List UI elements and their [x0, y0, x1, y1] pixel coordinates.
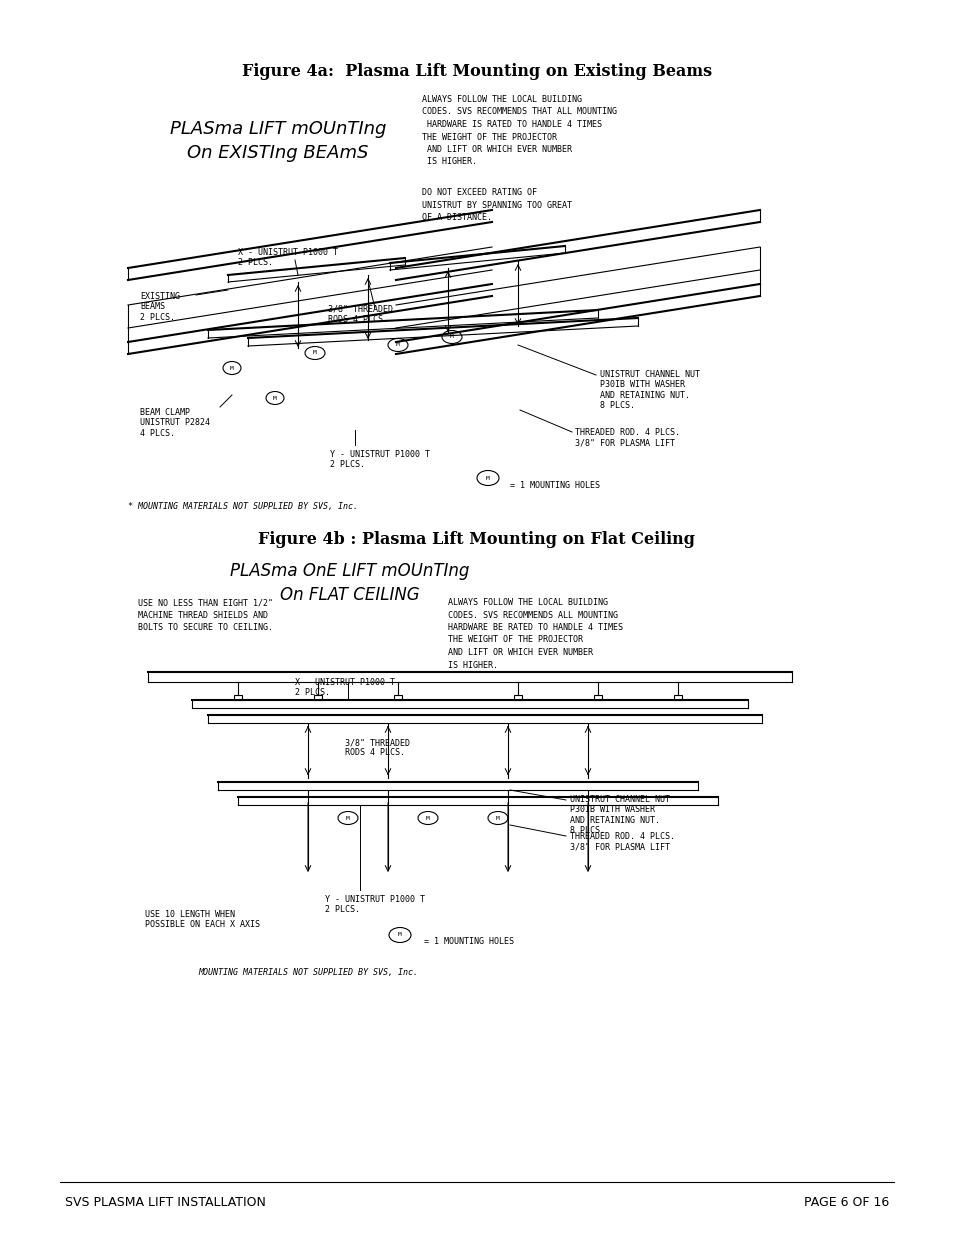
- Bar: [233, 695, 242, 700]
- Text: 3/8" THREADED
RODS 4 PLCS.: 3/8" THREADED RODS 4 PLCS.: [328, 305, 393, 325]
- Text: M: M: [450, 335, 454, 340]
- Ellipse shape: [337, 811, 357, 825]
- Text: USE 10 LENGTH WHEN
POSSIBLE ON EACH X AXIS: USE 10 LENGTH WHEN POSSIBLE ON EACH X AX…: [145, 910, 260, 930]
- Text: UNISTRUT CHANNEL NUT
P30IB WITH WASHER
AND RETAINING NUT.
8 PLCS.: UNISTRUT CHANNEL NUT P30IB WITH WASHER A…: [599, 370, 700, 410]
- Text: M: M: [230, 366, 233, 370]
- Text: Y - UNISTRUT P1000 T
2 PLCS.: Y - UNISTRUT P1000 T 2 PLCS.: [330, 450, 430, 469]
- Text: USE NO LESS THAN EIGHT 1/2"
MACHINE THREAD SHIELDS AND
BOLTS TO SECURE TO CEILIN: USE NO LESS THAN EIGHT 1/2" MACHINE THRE…: [138, 598, 273, 632]
- Text: M: M: [273, 395, 276, 400]
- Bar: [314, 695, 322, 700]
- Text: M: M: [395, 342, 399, 347]
- Text: Y - UNISTRUT P1000 T
2 PLCS.: Y - UNISTRUT P1000 T 2 PLCS.: [325, 895, 424, 914]
- Text: PLASma LIFT mOUnTIng
On EXISTIng BEAmS: PLASma LIFT mOUnTIng On EXISTIng BEAmS: [170, 120, 386, 162]
- Text: X - UNISTRUT P1000 T
2 PLCS.: X - UNISTRUT P1000 T 2 PLCS.: [237, 248, 337, 268]
- Text: SVS PLASMA LIFT INSTALLATION: SVS PLASMA LIFT INSTALLATION: [65, 1195, 266, 1209]
- Ellipse shape: [305, 347, 325, 359]
- Ellipse shape: [389, 927, 411, 942]
- Ellipse shape: [388, 338, 408, 352]
- Text: = 1 MOUNTING HOLES: = 1 MOUNTING HOLES: [510, 480, 599, 490]
- Text: Figure 4b : Plasma Lift Mounting on Flat Ceiling: Figure 4b : Plasma Lift Mounting on Flat…: [258, 531, 695, 548]
- Text: DO NOT EXCEED RATING OF
UNISTRUT BY SPANNING TOO GREAT
OF A DISTANCE.: DO NOT EXCEED RATING OF UNISTRUT BY SPAN…: [421, 188, 572, 222]
- Text: PLASma OnE LIFT mOUnTIng
On FLAT CEILING: PLASma OnE LIFT mOUnTIng On FLAT CEILING: [230, 562, 469, 604]
- Text: Figure 4a:  Plasma Lift Mounting on Existing Beams: Figure 4a: Plasma Lift Mounting on Exist…: [242, 63, 711, 80]
- Text: BEAM CLAMP
UNISTRUT P2824
4 PLCS.: BEAM CLAMP UNISTRUT P2824 4 PLCS.: [140, 408, 210, 437]
- Ellipse shape: [488, 811, 507, 825]
- Bar: [394, 695, 401, 700]
- Ellipse shape: [266, 391, 284, 405]
- Text: M: M: [486, 475, 489, 480]
- Bar: [594, 695, 601, 700]
- Text: = 1 MOUNTING HOLES: = 1 MOUNTING HOLES: [423, 937, 514, 946]
- Text: 3/8" THREADED
RODS 4 PLCS.: 3/8" THREADED RODS 4 PLCS.: [345, 739, 410, 757]
- Text: ALWAYS FOLLOW THE LOCAL BUILDING
CODES. SVS RECOMMENDS THAT ALL MOUNTING
 HARDWA: ALWAYS FOLLOW THE LOCAL BUILDING CODES. …: [421, 95, 617, 167]
- Text: MOUNTING MATERIALS NOT SUPPLIED BY SVS, Inc.: MOUNTING MATERIALS NOT SUPPLIED BY SVS, …: [198, 968, 417, 977]
- Text: THREADED ROD. 4 PLCS.
3/8" FOR PLASMA LIFT: THREADED ROD. 4 PLCS. 3/8" FOR PLASMA LI…: [575, 429, 679, 447]
- Bar: [673, 695, 681, 700]
- Bar: [514, 695, 521, 700]
- Text: ALWAYS FOLLOW THE LOCAL BUILDING
CODES. SVS RECOMMENDS ALL MOUNTING
HARDWARE BE : ALWAYS FOLLOW THE LOCAL BUILDING CODES. …: [448, 598, 622, 669]
- Text: PAGE 6 OF 16: PAGE 6 OF 16: [803, 1195, 888, 1209]
- Ellipse shape: [441, 331, 461, 343]
- Text: M: M: [496, 815, 499, 820]
- Text: * MOUNTING MATERIALS NOT SUPPLIED BY SVS, Inc.: * MOUNTING MATERIALS NOT SUPPLIED BY SVS…: [128, 501, 357, 511]
- Text: M: M: [397, 932, 401, 937]
- Ellipse shape: [417, 811, 437, 825]
- Text: EXISTING
BEAMS
2 PLCS.: EXISTING BEAMS 2 PLCS.: [140, 291, 180, 322]
- Ellipse shape: [223, 362, 241, 374]
- Ellipse shape: [476, 471, 498, 485]
- Text: M: M: [426, 815, 430, 820]
- Text: M: M: [346, 815, 350, 820]
- Text: X - UNISTRUT P1000 T
2 PLCS.: X - UNISTRUT P1000 T 2 PLCS.: [294, 678, 395, 698]
- Text: THREADED ROD. 4 PLCS.
3/8" FOR PLASMA LIFT: THREADED ROD. 4 PLCS. 3/8" FOR PLASMA LI…: [569, 832, 675, 851]
- Text: M: M: [313, 351, 316, 356]
- Text: UNISTRUT CHANNEL NUT
P30IB WITH WASHER
AND RETAINING NUT.
8 PLCS.: UNISTRUT CHANNEL NUT P30IB WITH WASHER A…: [569, 795, 669, 835]
